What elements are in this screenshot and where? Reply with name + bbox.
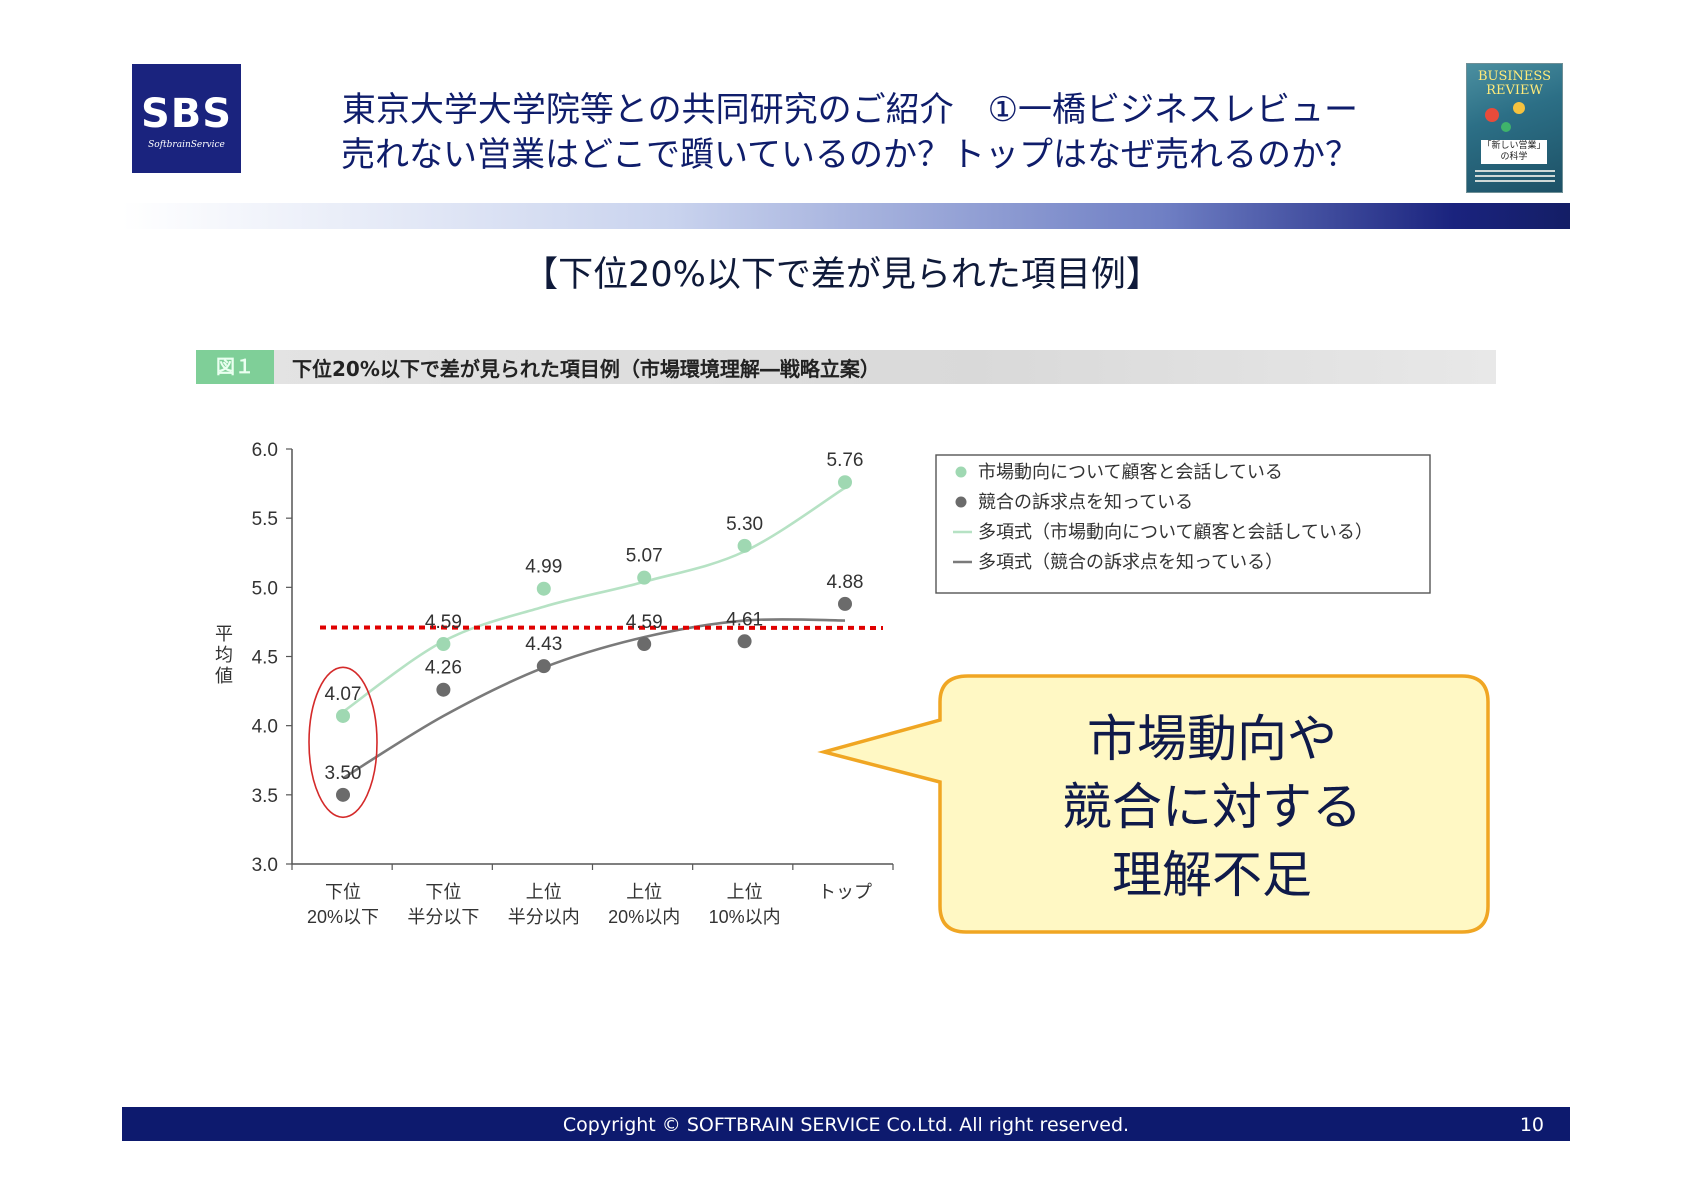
data-label: 5.30: [726, 514, 763, 535]
green-data-point: [436, 637, 451, 652]
threshold-dotted-line: [319, 625, 884, 630]
y-axis-label: 均: [215, 645, 233, 665]
legend-entry: 多項式（市場動向について顧客と会話している）: [978, 522, 1373, 542]
data-label: 4.59: [425, 612, 462, 633]
y-tick-label: 4.0: [252, 717, 278, 738]
x-tick-label: 上位: [626, 882, 662, 902]
gray-data-point: [737, 634, 752, 649]
x-tick-label: 上位: [526, 882, 562, 902]
x-tick-label: 上位: [727, 882, 763, 902]
sbs-logo: SBS SoftbrainService: [132, 64, 241, 173]
figure-tag: 図１: [196, 350, 274, 384]
legend-entry: 競合の訴求点を知っている: [978, 492, 1193, 512]
gray-data-point: [336, 787, 350, 802]
x-tick-label: 20%以内: [608, 907, 680, 927]
gray-data-point: [536, 659, 551, 674]
legend-marker-green: [955, 466, 967, 478]
logo-text: SBS: [140, 91, 233, 137]
figure-caption: 下位20%以下で差が見られた項目例（市場環境理解―戦略立案）: [292, 357, 880, 381]
y-tick-label: 5.5: [252, 509, 278, 530]
highlight-ellipse: [308, 666, 378, 819]
y-tick-label: 3.0: [252, 855, 278, 876]
legend-box: [935, 454, 1431, 594]
cover-text-lines: [1475, 170, 1555, 172]
cover-caption: 「新しい営業」の科学: [1481, 140, 1547, 164]
y-tick-label: 3.5: [252, 786, 278, 807]
legend-entry: 多項式（競合の訴求点を知っている）: [978, 552, 1283, 572]
x-tick-label: 下位: [425, 882, 461, 902]
trendlines: [342, 486, 846, 780]
data-label: 4.61: [726, 609, 763, 630]
x-tick-label: トップ: [818, 882, 872, 902]
data-labels: 4.07 4.59 4.99 5.07 5.30 5.76 3.50 4.26 4.43 4.59…: [325, 450, 864, 784]
data-label: 4.26: [425, 658, 462, 679]
green-data-point: [637, 570, 652, 585]
x-tick-label: 20%以下: [307, 907, 379, 927]
highlight-ellipse-first-category: [308, 666, 378, 819]
green-data-point: [536, 581, 551, 596]
chart-legend: 市場動向について顧客と会話している競合の訴求点を知っている多項式（市場動向につい…: [935, 454, 1431, 594]
footer-bar: Copyright © SOFTBRAIN SERVICE Co.Ltd. Al…: [122, 1107, 1570, 1141]
callout-text-line: 理解不足: [1112, 847, 1312, 903]
magazine-cover-image: BUSINESS REVIEW 「新しい営業」の科学: [1466, 63, 1563, 193]
x-tick-label: 下位: [325, 882, 361, 902]
data-label: 4.88: [827, 572, 864, 593]
cover-title: BUSINESS REVIEW: [1478, 69, 1551, 98]
x-tick-label: 半分以内: [508, 907, 580, 927]
green-data-point: [838, 475, 852, 490]
gray-data-point: [838, 596, 852, 611]
data-label: 3.50: [325, 763, 362, 784]
data-label: 4.59: [626, 612, 663, 633]
data-label: 5.07: [626, 546, 663, 567]
cover-decoration: [1485, 108, 1499, 122]
page-number: 10: [1519, 1114, 1544, 1136]
gray-data-point: [436, 682, 451, 697]
data-points: [336, 475, 852, 802]
cover-decoration: [1513, 102, 1525, 114]
y-axis-label: 平: [215, 624, 233, 644]
data-label: 4.43: [525, 634, 562, 655]
y-tick-label: 5.0: [252, 578, 278, 599]
data-label: 4.99: [525, 557, 562, 578]
y-tick-label: 6.0: [252, 440, 278, 461]
cover-decoration: [1501, 122, 1511, 132]
x-tick-label: 半分以下: [407, 907, 479, 927]
callout-text-line: 市場動向や: [1087, 711, 1337, 767]
logo-subtext: SoftbrainService: [148, 140, 225, 150]
green-data-point: [336, 708, 350, 723]
trendline-1: [342, 486, 846, 713]
callout-text-line: 競合に対する: [1062, 779, 1362, 835]
data-label: 4.07: [325, 684, 362, 705]
slide-subtitle: 【下位20%以下で差が見られた項目例】: [523, 255, 1161, 295]
data-label: 5.76: [827, 450, 864, 471]
x-tick-label: 10%以内: [709, 907, 781, 927]
page-title-line1: 東京大学大学院等との共同研究のご紹介 ①一橋ビジネスレビュー: [341, 90, 1359, 130]
legend-marker-gray: [955, 496, 967, 508]
green-data-point: [737, 538, 752, 553]
header-gradient-band: [122, 203, 1570, 229]
copyright-text: Copyright © SOFTBRAIN SERVICE Co.Ltd. Al…: [562, 1114, 1130, 1136]
legend-entry: 市場動向について顧客と会話している: [978, 462, 1283, 482]
page-title-line2: 売れない営業はどこで躓いているのか？トップはなぜ売れるのか？: [341, 135, 1359, 175]
threshold-line: [319, 625, 884, 630]
callout-shape: [817, 674, 1490, 934]
gray-data-point: [637, 637, 652, 652]
figure-caption-bar: [196, 350, 1496, 384]
trendline-2: [342, 618, 846, 780]
y-tick-label: 4.5: [252, 648, 278, 669]
y-axis-label: 値: [215, 666, 233, 686]
